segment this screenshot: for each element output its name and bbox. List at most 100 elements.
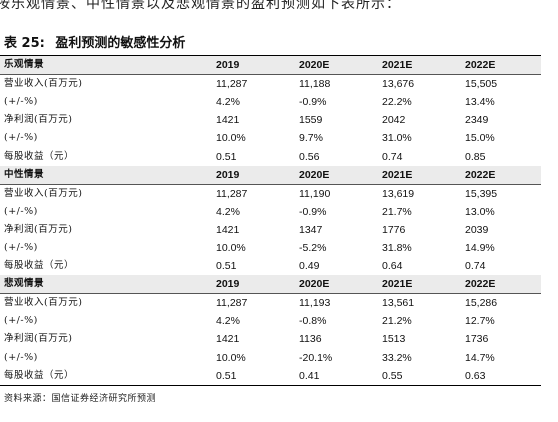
cell-value: 0.51 xyxy=(212,366,295,386)
cell-value: 14.7% xyxy=(465,351,495,364)
cell-value: 10.0% xyxy=(216,351,246,364)
scenario-name: 中性情景 xyxy=(0,165,212,185)
cell-value: 4.2% xyxy=(216,315,240,328)
cell-value: 15,286 xyxy=(465,297,498,310)
year-header: 2022E xyxy=(461,165,541,185)
cell-value: 11,193 xyxy=(299,297,331,310)
cell-value: 1736 xyxy=(465,333,489,346)
cell-value: 11,190 xyxy=(299,187,331,200)
table-row: (+/-%) 4.2% -0.8% 21.2% 12.7% xyxy=(0,312,541,330)
scenario-name: 悲观情景 xyxy=(0,275,212,295)
cell-value: -20.1% xyxy=(299,351,333,364)
year-header: 2019 xyxy=(212,165,295,185)
row-label: (+/-%) xyxy=(4,96,38,108)
year-header: 2019 xyxy=(212,275,295,295)
row-label: 净利润(百万元) xyxy=(4,333,73,345)
row-label: 净利润(百万元) xyxy=(4,114,73,126)
cell-value: 10.0% xyxy=(216,132,246,145)
cell-value: 0.41 xyxy=(295,366,378,386)
cell-value: 11,287 xyxy=(216,297,248,310)
cell-value: 1421 xyxy=(216,333,240,346)
source-note: 资料来源：国信证券经济研究所预测 xyxy=(4,394,157,404)
row-label: 营业收入(百万元) xyxy=(4,297,83,309)
scenario-header-row: 中性情景 2019 2020E 2021E 2022E xyxy=(0,165,541,185)
year-header: 2019 xyxy=(212,54,295,76)
cell-value: 0.49 xyxy=(299,260,320,273)
cell-value: 22.2% xyxy=(382,96,412,109)
table-row: (+/-%) 4.2% -0.9% 21.7% 13.0% xyxy=(0,203,541,221)
sensitivity-table-body: 乐观情景 2019 2020E 2021E 2022E 营业收入(百万元) 11… xyxy=(0,54,541,386)
row-label: 净利润(百万元) xyxy=(4,223,73,235)
cell-value: 0.51 xyxy=(216,260,237,273)
cell-value: 9.7% xyxy=(299,132,323,145)
cell-value: 15,505 xyxy=(465,78,498,91)
cell-value: 1776 xyxy=(382,223,406,236)
cell-value: 11,287 xyxy=(216,78,248,91)
table-number: 表 25: xyxy=(4,36,45,51)
cell-value: 1421 xyxy=(216,223,240,236)
cell-value: 2042 xyxy=(382,114,406,127)
year-header: 2021E xyxy=(378,165,461,185)
cell-value: 11,188 xyxy=(299,78,331,91)
cell-value: -5.2% xyxy=(299,241,327,254)
cell-value: 1421 xyxy=(216,114,240,127)
year-header: 2020E xyxy=(295,165,378,185)
year-header: 2021E xyxy=(378,275,461,295)
cell-value: 0.74 xyxy=(465,260,486,273)
cell-value: 0.63 xyxy=(461,366,541,386)
cell-value: -0.9% xyxy=(299,96,327,109)
table-title: 盈利预测的敏感性分析 xyxy=(55,36,186,51)
year-header: 2020E xyxy=(295,275,378,295)
cell-value: 1513 xyxy=(382,333,406,346)
table-row: 营业收入(百万元) 11,287 11,190 13,619 15,395 xyxy=(0,184,541,203)
row-label: (+/-%) xyxy=(4,241,38,253)
cell-value: -0.8% xyxy=(299,315,327,328)
row-label: 每股收益（元） xyxy=(4,260,75,272)
row-label: 每股收益（元） xyxy=(4,150,75,162)
row-label: (+/-%) xyxy=(4,205,38,217)
cell-value: 1347 xyxy=(299,223,323,236)
row-label: (+/-%) xyxy=(4,132,38,144)
cell-value: 0.85 xyxy=(465,150,486,163)
table-caption: 表 25: 盈利预测的敏感性分析 xyxy=(4,32,185,51)
cell-value: 13,619 xyxy=(382,187,415,200)
cell-value: 13,676 xyxy=(382,78,415,91)
table-row: 每股收益（元） 0.51 0.56 0.74 0.85 xyxy=(0,147,541,165)
table-row: 净利润(百万元) 1421 1347 1776 2039 xyxy=(0,221,541,239)
cell-value: 4.2% xyxy=(216,96,240,109)
cell-value: -0.9% xyxy=(299,205,327,218)
row-label: 营业收入(百万元) xyxy=(4,187,83,199)
cell-value: 2349 xyxy=(465,114,489,127)
year-header: 2021E xyxy=(378,54,461,76)
cell-value: 1136 xyxy=(299,333,322,346)
cell-value: 14.9% xyxy=(465,241,495,254)
cell-value: 11,287 xyxy=(216,187,248,200)
cell-value: 21.2% xyxy=(382,315,412,328)
year-header: 2020E xyxy=(295,54,378,76)
table-row: (+/-%) 10.0% -20.1% 33.2% 14.7% xyxy=(0,349,541,367)
cell-value: 0.56 xyxy=(299,150,320,163)
cell-value: 13.4% xyxy=(465,96,495,109)
scenario-header-row: 乐观情景 2019 2020E 2021E 2022E xyxy=(0,54,541,76)
sensitivity-table: 乐观情景 2019 2020E 2021E 2022E 营业收入(百万元) 11… xyxy=(0,54,541,386)
table-row: 营业收入(百万元) 11,287 11,193 13,561 15,286 xyxy=(0,294,541,313)
cell-value: 4.2% xyxy=(216,205,240,218)
cell-value: 10.0% xyxy=(216,241,246,254)
cell-value: 31.0% xyxy=(382,132,412,145)
cell-value: 15.0% xyxy=(465,132,495,145)
year-header: 2022E xyxy=(461,54,541,76)
cell-value: 13.0% xyxy=(465,205,495,218)
table-row: 每股收益（元） 0.51 0.49 0.64 0.74 xyxy=(0,257,541,275)
table-row: 每股收益（元） 0.51 0.41 0.55 0.63 xyxy=(0,366,541,386)
cell-value: 1559 xyxy=(299,114,323,127)
row-label: 营业收入(百万元) xyxy=(4,78,83,90)
cell-value: 2039 xyxy=(465,223,489,236)
year-header: 2022E xyxy=(461,275,541,295)
scenario-header-row: 悲观情景 2019 2020E 2021E 2022E xyxy=(0,275,541,295)
row-label: 每股收益（元） xyxy=(0,366,212,386)
table-row: (+/-%) 10.0% -5.2% 31.8% 14.9% xyxy=(0,239,541,257)
table-row: 净利润(百万元) 1421 1559 2042 2349 xyxy=(0,111,541,129)
scenario-name: 乐观情景 xyxy=(0,54,212,76)
cell-value: 0.55 xyxy=(378,366,461,386)
cell-value: 15,395 xyxy=(465,187,498,200)
